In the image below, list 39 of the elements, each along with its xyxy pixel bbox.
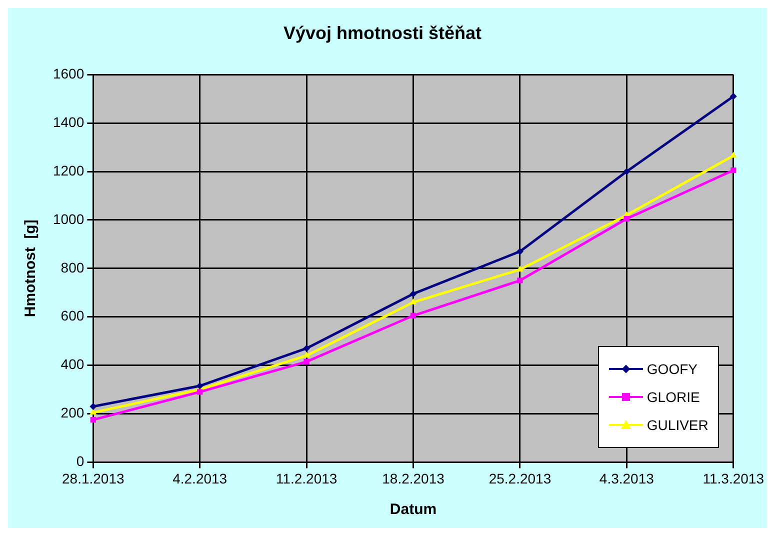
chart-title: Vývoj hmotnosti štěňat: [283, 22, 482, 43]
x-tick-label: 18.2.2013: [382, 470, 445, 486]
point: [197, 389, 203, 395]
point: [623, 168, 630, 175]
x-tick-label: 28.1.2013: [62, 470, 124, 486]
y-tick-label: 1200: [52, 162, 84, 178]
point: [517, 278, 523, 284]
legend-label: GLORIE: [646, 388, 700, 408]
legend-label: GOOFY: [646, 360, 698, 380]
point: [303, 344, 310, 352]
point: [516, 248, 524, 255]
y-tick-label: 600: [60, 308, 84, 324]
y-tick-label: 800: [60, 259, 84, 276]
point: [730, 92, 737, 100]
point: [516, 266, 524, 272]
y-tick-label: 1400: [52, 114, 84, 130]
x-tick-label: 4.2.2013: [172, 470, 228, 486]
legend-label: GULIVER: [646, 416, 708, 436]
y-tick-label: 400: [60, 356, 84, 372]
y-tick-label: 1000: [52, 210, 84, 227]
point: [90, 408, 97, 415]
x-tick-label: 11.3.2013: [702, 470, 764, 486]
point: [410, 290, 417, 298]
point: [624, 216, 630, 222]
y-tick-label: 200: [60, 404, 84, 421]
y-tick-label: 0: [76, 453, 84, 470]
y-axis-title: Hmotnost [g]: [22, 220, 40, 318]
point: [303, 352, 310, 358]
point: [410, 312, 416, 318]
x-tick-label: 25.2.2013: [488, 470, 552, 486]
point: [90, 416, 96, 423]
x-axis-title: Datum: [390, 501, 437, 518]
point: [90, 402, 97, 410]
point: [730, 167, 736, 174]
point: [304, 358, 310, 364]
x-tick-label: 4.3.2013: [599, 470, 654, 486]
point: [196, 382, 204, 390]
x-tick-label: 11.2.2013: [276, 470, 338, 486]
y-tick-label: 1600: [52, 65, 84, 82]
